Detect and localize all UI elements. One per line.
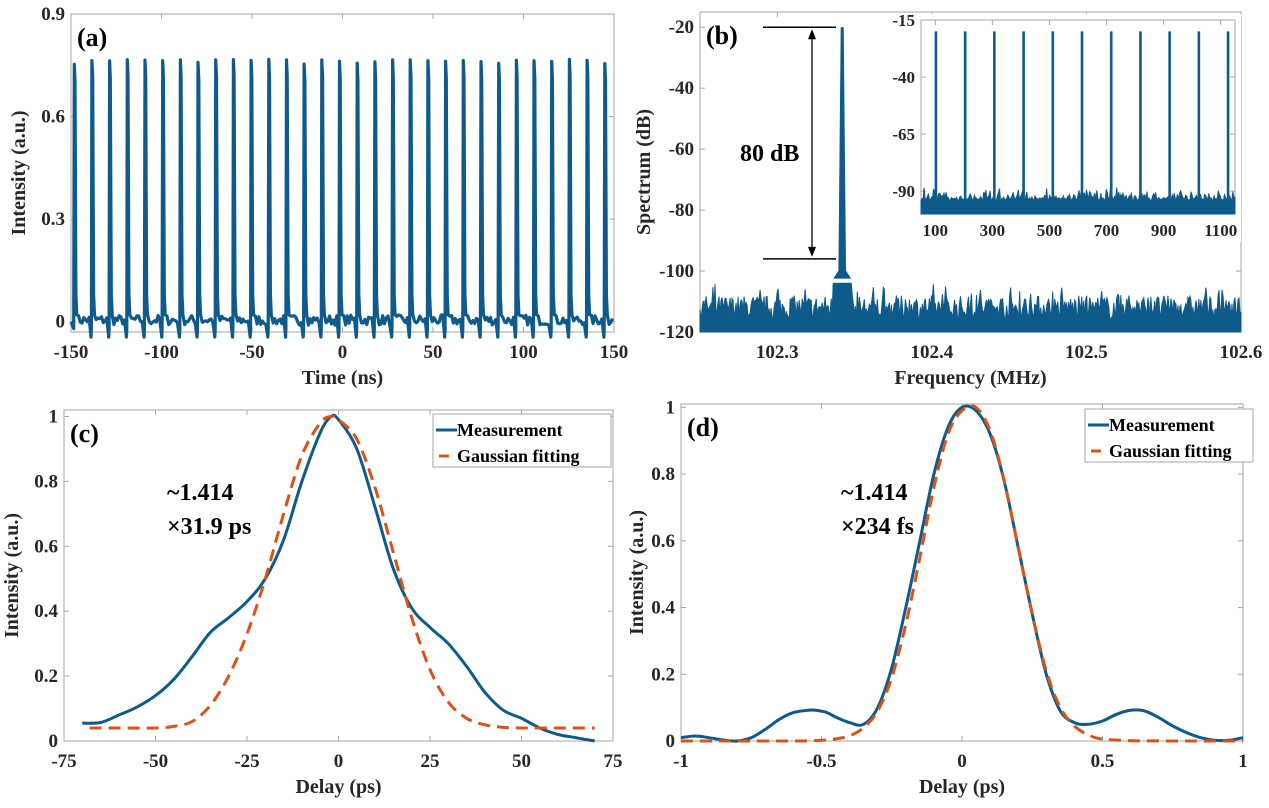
- y-tick-label: -15: [892, 11, 915, 30]
- x-tick-label: 300: [980, 221, 1006, 240]
- chart-panel-c: -75 -50 -25 0 25 50 75 0 0.2 0.4 0.6 0.8 1 Delay (ps)…: [1, 406, 623, 798]
- legend-box: [1084, 408, 1254, 463]
- y-tick-label: -40: [892, 68, 915, 87]
- inset-noise-floor: [920, 187, 1236, 215]
- y-tick-label: 0.8: [34, 471, 58, 492]
- panel-label: (d): [687, 413, 719, 442]
- y-tick-label: 0.6: [34, 536, 58, 557]
- annotation-arrowhead-down: [808, 246, 816, 257]
- y-tick-label: 0.8: [651, 464, 675, 485]
- y-axis-label: Spectrum (dB): [633, 109, 655, 235]
- y-axis-label: Intensity (a.u.): [8, 110, 30, 235]
- x-tick-label: 102.3: [756, 342, 799, 363]
- y-tick-label: 0.2: [651, 664, 675, 685]
- annotation-text-line-2: ×31.9 ps: [167, 514, 251, 540]
- y-tick-label: -40: [669, 78, 694, 99]
- x-tick-label: -50: [143, 751, 168, 772]
- y-tick-label: 0: [666, 731, 676, 752]
- x-tick-label: 0: [338, 342, 348, 363]
- annotation-text: 80 dB: [740, 141, 799, 167]
- panel-label: (b): [706, 21, 738, 50]
- y-tick-label: 0.6: [651, 531, 675, 552]
- x-tick-label: 900: [1151, 221, 1177, 240]
- legend-label-fit: Gaussian fitting: [1109, 441, 1232, 461]
- x-tick-label: 100: [509, 342, 538, 363]
- panel-label: (a): [77, 23, 107, 52]
- y-axis-label: Intensity (a.u.): [626, 510, 648, 635]
- x-tick-label: 1: [1238, 751, 1248, 772]
- y-tick-label: -90: [892, 182, 915, 201]
- x-tick-label: -75: [51, 751, 76, 772]
- annotation-text-line-2: ×234 fs: [841, 514, 914, 540]
- y-tick-label: 0.3: [41, 209, 65, 230]
- y-axis-label: Intensity (a.u.): [1, 513, 23, 638]
- x-axis-label: Time (ns): [302, 367, 383, 389]
- series-line-pulse-train: [69, 57, 615, 339]
- y-tick-label: 0.6: [41, 107, 65, 128]
- series-line-measurement: [680, 404, 1244, 743]
- y-tick-label: -60: [669, 139, 694, 160]
- chart-panel-d: -1 -0.5 0 0.5 1 0 0.2 0.4 0.6 0.8 1 Delay (ps) Inten…: [626, 397, 1254, 798]
- series-peak: [833, 27, 852, 279]
- x-axis-label: Delay (ps): [295, 776, 381, 798]
- y-tick-label: 0: [49, 731, 59, 752]
- x-tick-label: 150: [600, 342, 629, 363]
- legend-label-measurement: Measurement: [1109, 415, 1215, 435]
- y-tick-label: 0.4: [651, 598, 675, 619]
- y-tick-label: -80: [669, 200, 694, 221]
- x-tick-label: 0: [334, 751, 344, 772]
- y-tick-label: 1: [49, 406, 59, 427]
- y-tick-label: 0: [56, 312, 66, 333]
- legend: Measurement Gaussian fitting: [432, 413, 612, 468]
- legend-box: [432, 413, 612, 468]
- x-tick-label: 102.4: [910, 342, 953, 363]
- x-tick-label: 0: [957, 751, 967, 772]
- chart-inset: 100 300 500 700 900 1100 -90 -65 -40 -15: [881, 11, 1241, 242]
- x-tick-label: 50: [512, 751, 531, 772]
- series-area-noise-floor: [699, 282, 1242, 333]
- annotation-text-line-1: ~1.414: [841, 480, 907, 506]
- series-line-gaussian-fit: [681, 404, 1244, 743]
- y-tick-label: 0.9: [41, 4, 65, 25]
- y-tick-label: 0.4: [34, 601, 58, 622]
- x-axis-label: Frequency (MHz): [894, 367, 1046, 389]
- x-tick-label: 100: [923, 221, 949, 240]
- x-tick-label: -25: [234, 751, 259, 772]
- x-tick-label: -50: [239, 342, 264, 363]
- y-tick-label: 0.2: [34, 666, 58, 687]
- chart-panel-a: -150 -100 -50 0 50 100 150 0 0.3 0.6 0.9 Time (ns) I…: [8, 4, 628, 389]
- legend-label-measurement: Measurement: [457, 420, 563, 440]
- annotation-text-line-1: ~1.414: [167, 480, 233, 506]
- y-tick-label: 1: [666, 397, 676, 418]
- x-tick-label: 1100: [1204, 221, 1237, 240]
- x-tick-label: 50: [424, 342, 443, 363]
- x-tick-label: 102.6: [1220, 342, 1263, 363]
- panel-label: (c): [70, 419, 99, 448]
- series-line-gaussian-fit: [89, 414, 595, 730]
- x-tick-label: 75: [604, 751, 623, 772]
- x-tick-label: 102.5: [1065, 342, 1108, 363]
- annotation-arrowhead-up: [808, 29, 816, 40]
- x-tick-label: 700: [1094, 221, 1120, 240]
- x-axis-label: Delay (ps): [919, 776, 1005, 798]
- y-tick-label: -20: [669, 17, 694, 38]
- y-tick-label: -65: [892, 125, 915, 144]
- x-tick-label: -1: [673, 751, 689, 772]
- x-tick-label: -150: [54, 342, 89, 363]
- legend: Measurement Gaussian fitting: [1084, 408, 1254, 463]
- y-tick-label: -120: [659, 322, 694, 343]
- y-tick-label: -100: [659, 261, 694, 282]
- chart-panel-b: 102.3 102.4 102.5 102.6 -120 -100 -80 -60 -40 -20…: [633, 11, 1262, 389]
- x-tick-label: -100: [144, 342, 179, 363]
- x-tick-label: 500: [1037, 221, 1063, 240]
- x-tick-label: 0.5: [1091, 751, 1115, 772]
- x-tick-label: -0.5: [806, 751, 836, 772]
- x-tick-label: 25: [421, 751, 440, 772]
- legend-label-fit: Gaussian fitting: [457, 446, 580, 466]
